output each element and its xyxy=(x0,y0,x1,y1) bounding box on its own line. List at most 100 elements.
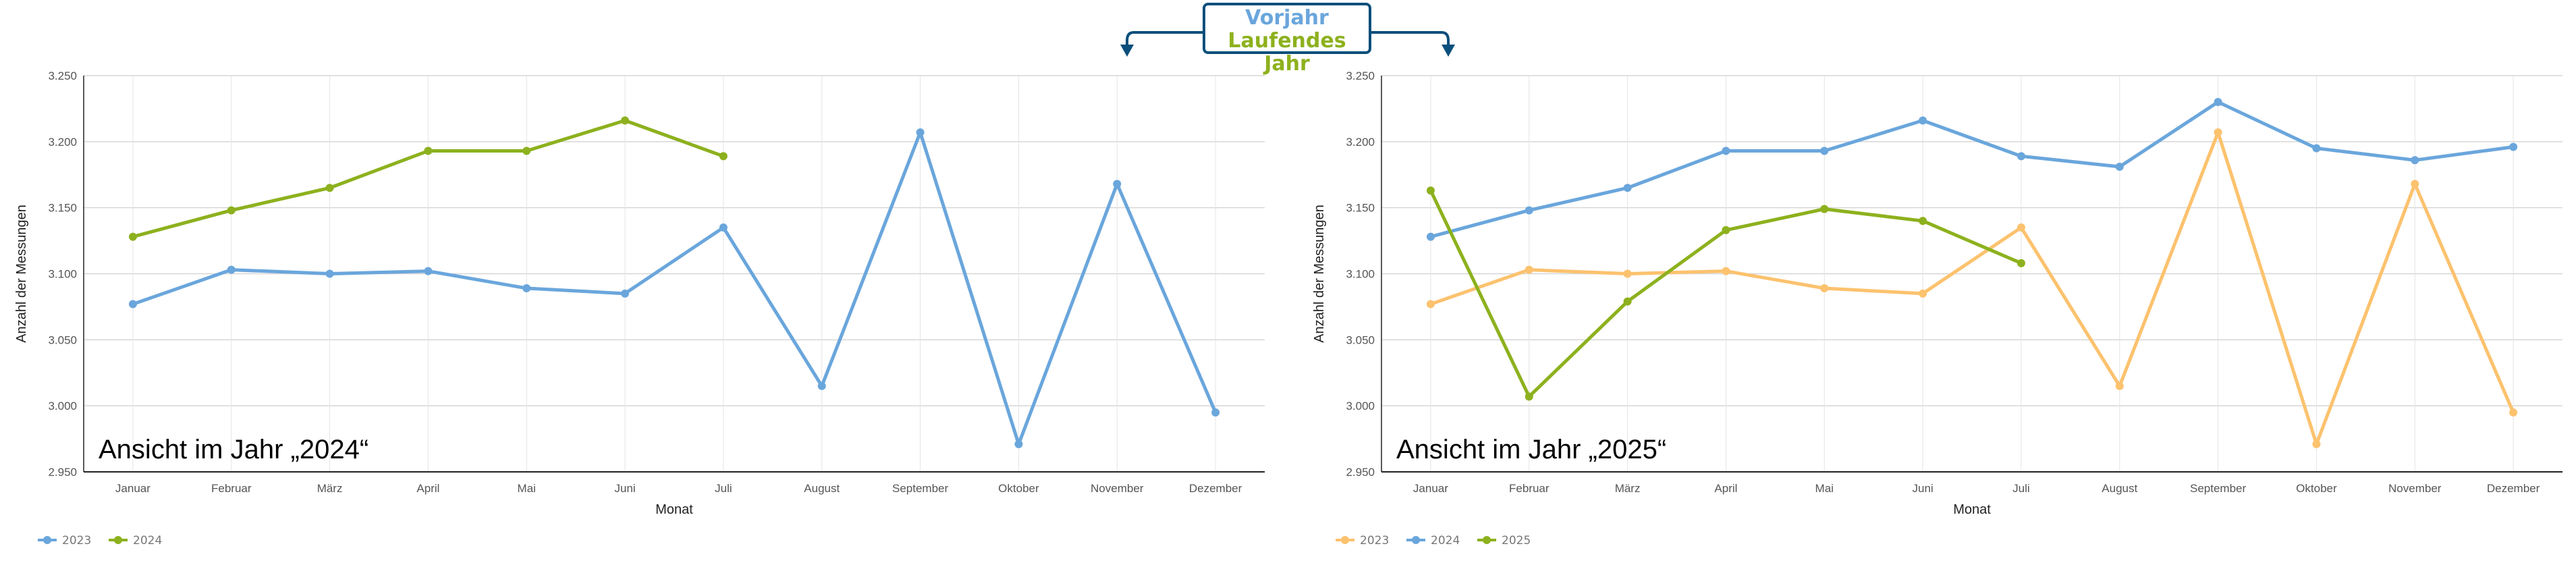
data-point-2025[interactable] xyxy=(1722,225,1730,234)
arrow-right-icon xyxy=(1371,31,1450,47)
data-point-2024[interactable] xyxy=(227,206,236,215)
data-point-2025[interactable] xyxy=(1525,392,1533,401)
data-point-2023[interactable] xyxy=(1113,180,1122,188)
data-point-2023[interactable] xyxy=(2411,180,2419,188)
legend-label: 2023 xyxy=(1360,534,1389,547)
y-tick-label: 3.000 xyxy=(48,400,77,412)
legend-item-2023[interactable]: 2023 xyxy=(38,534,91,547)
data-point-2024[interactable] xyxy=(2214,98,2222,107)
data-point-2024[interactable] xyxy=(1623,184,1632,192)
y-tick-label: 2.950 xyxy=(1346,466,1375,479)
legend-marker xyxy=(114,536,122,544)
arrow-left-icon xyxy=(1126,31,1203,47)
x-tick-label: März xyxy=(317,482,343,495)
series-line-2023 xyxy=(132,130,1217,446)
data-point-2024[interactable] xyxy=(2411,156,2419,165)
data-point-2025[interactable] xyxy=(1820,205,1829,213)
data-point-2023[interactable] xyxy=(522,284,531,293)
data-point-2025[interactable] xyxy=(2017,259,2025,267)
legend-item-2025[interactable]: 2025 xyxy=(1477,534,1531,547)
data-point-2024[interactable] xyxy=(621,116,630,125)
data-point-2024[interactable] xyxy=(325,184,334,192)
legend-label: 2024 xyxy=(133,534,162,547)
x-tick-label: Januar xyxy=(1413,482,1448,495)
data-point-2024[interactable] xyxy=(1525,206,1533,215)
y-tick-label: 3.200 xyxy=(1346,136,1375,149)
x-tick-label: November xyxy=(2388,482,2442,495)
data-point-2024[interactable] xyxy=(1919,116,1927,125)
y-tick-label: 3.150 xyxy=(48,202,77,215)
data-point-2024[interactable] xyxy=(2509,142,2518,151)
legend-marker xyxy=(43,536,51,544)
data-point-2024[interactable] xyxy=(522,146,531,155)
data-point-2023[interactable] xyxy=(719,223,728,232)
arrow-left-head xyxy=(1120,45,1134,57)
data-point-2023[interactable] xyxy=(1211,408,1220,417)
y-tick-label: 3.150 xyxy=(1346,202,1375,215)
legend-item-2024[interactable]: 2024 xyxy=(1406,534,1460,547)
x-tick-label: September xyxy=(2190,482,2246,495)
x-axis-label: Monat xyxy=(1953,502,1991,517)
data-point-2024[interactable] xyxy=(128,232,137,241)
y-tick-label: 3.200 xyxy=(48,136,77,149)
previous-year-label: Vorjahr xyxy=(1245,6,1329,30)
legend-item-2023[interactable]: 2023 xyxy=(1336,534,1389,547)
data-point-2023[interactable] xyxy=(621,289,630,298)
y-tick-label: 3.100 xyxy=(1346,268,1375,281)
data-point-2023[interactable] xyxy=(128,300,137,309)
legend-label: 2023 xyxy=(62,534,91,547)
data-point-2023[interactable] xyxy=(2017,223,2025,232)
data-point-2023[interactable] xyxy=(424,267,433,275)
y-tick-label: 3.250 xyxy=(1346,70,1375,82)
x-tick-label: Oktober xyxy=(998,482,1039,495)
x-tick-label: Mai xyxy=(518,482,536,495)
data-point-2023[interactable] xyxy=(1820,284,1829,293)
data-point-2023[interactable] xyxy=(325,269,334,278)
x-tick-label: November xyxy=(1091,482,1144,495)
x-tick-label: Juni xyxy=(1912,482,1933,495)
x-tick-label: Januar xyxy=(115,482,150,495)
chart-2: 2.950 3.000 3.050 3.100 3.150 3.200 3.250 Janua… xyxy=(1312,70,2563,547)
x-tick-label: März xyxy=(1615,482,1641,495)
x-tick-label: Juli xyxy=(2012,482,2030,495)
x-tick-label: April xyxy=(1714,482,1737,495)
data-point-2023[interactable] xyxy=(2115,381,2124,390)
data-point-2023[interactable] xyxy=(227,265,236,274)
data-point-2025[interactable] xyxy=(1426,186,1435,195)
data-point-2023[interactable] xyxy=(916,128,925,137)
data-point-2024[interactable] xyxy=(1722,146,1730,155)
data-point-2024[interactable] xyxy=(2115,163,2124,171)
legend-marker xyxy=(1341,536,1349,544)
y-axis-label: Anzahl der Messungen xyxy=(14,205,29,343)
data-point-2023[interactable] xyxy=(1623,269,1632,278)
data-point-2025[interactable] xyxy=(1919,217,1927,225)
data-point-2023[interactable] xyxy=(1426,300,1435,309)
y-tick-label: 3.100 xyxy=(48,268,77,281)
legend-label: 2024 xyxy=(1431,534,1460,547)
data-point-2024[interactable] xyxy=(2312,144,2321,153)
data-point-2023[interactable] xyxy=(1014,439,1023,448)
y-tick-label: 2.950 xyxy=(48,466,77,479)
data-point-2024[interactable] xyxy=(1426,232,1435,241)
data-point-2024[interactable] xyxy=(1820,146,1829,155)
x-tick-label: Oktober xyxy=(2296,482,2337,495)
legend-item-2024[interactable]: 2024 xyxy=(109,534,162,547)
chart-1: 2.950 3.000 3.050 3.100 3.150 3.200 3.250 Janua… xyxy=(14,70,1265,547)
legend-explainer-box: Vorjahr Laufendes Jahr xyxy=(1203,3,1371,76)
data-point-2023[interactable] xyxy=(2312,439,2321,448)
x-tick-label: April xyxy=(416,482,439,495)
data-point-2025[interactable] xyxy=(1623,297,1632,306)
data-point-2023[interactable] xyxy=(1919,289,1927,298)
data-point-2023[interactable] xyxy=(2509,408,2518,417)
data-point-2023[interactable] xyxy=(1525,265,1533,274)
arrow-right-head xyxy=(1442,45,1455,57)
data-point-2024[interactable] xyxy=(719,152,728,161)
data-point-2023[interactable] xyxy=(2214,128,2222,137)
data-point-2023[interactable] xyxy=(1722,267,1730,275)
data-point-2024[interactable] xyxy=(2017,152,2025,161)
data-point-2023[interactable] xyxy=(817,381,826,390)
y-tick-label: 3.050 xyxy=(48,333,77,346)
data-point-2024[interactable] xyxy=(424,146,433,155)
